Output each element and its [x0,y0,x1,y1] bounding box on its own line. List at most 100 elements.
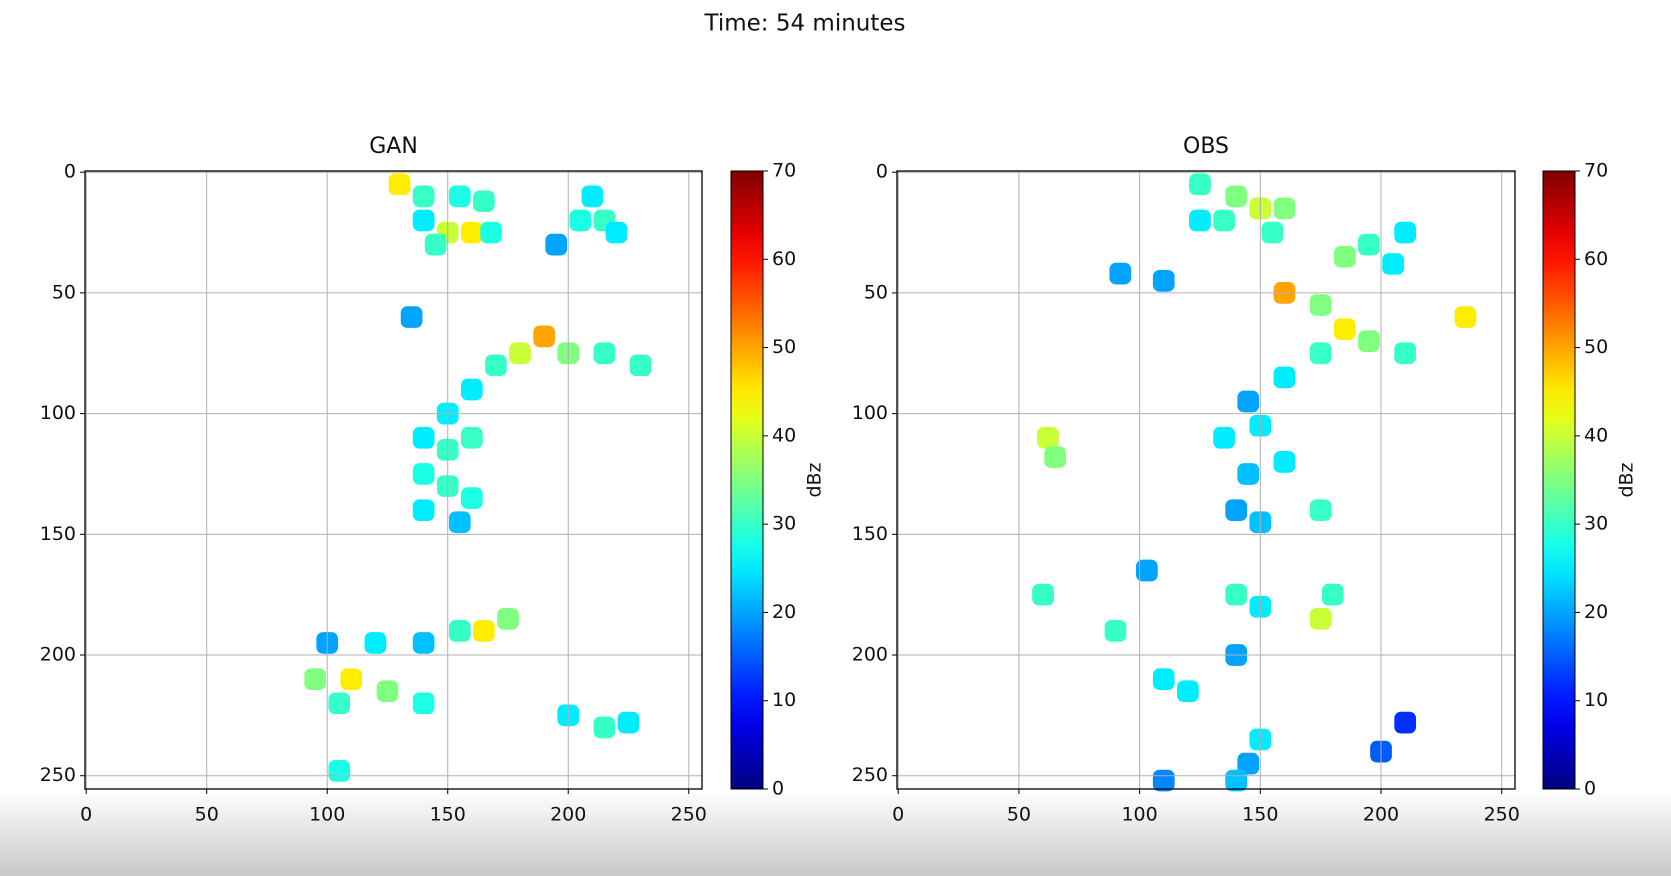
heatmap-cell [424,233,447,256]
heatmap-cell [1044,446,1066,468]
colorbar-tick-label: 0 [1584,778,1596,800]
colorbar-tick-label: 20 [1584,601,1608,623]
heatmap-cell [388,173,411,196]
x-tick-label: 0 [80,804,92,826]
heatmap-cell [1152,269,1175,292]
heatmap-cell [1237,752,1260,775]
heatmap-cell [376,680,399,703]
x-tick-label: 100 [1121,804,1157,826]
heatmap-cell [1135,559,1158,582]
heatmap-cell [412,209,435,232]
heatmap-cell [617,711,640,734]
colorbar-tick-label: 50 [772,336,796,358]
heatmap-cell [412,692,435,715]
y-tick-label: 150 [40,523,76,545]
x-tick-label: 250 [671,804,707,826]
heatmap-cell [1394,342,1417,365]
heatmap-cell [1273,451,1296,473]
x-tick-label: 200 [550,804,586,826]
heatmap-cell [460,487,483,509]
heatmap-cell [1189,209,1211,232]
heatmap-cell [480,221,502,244]
x-tick-label: 50 [195,804,219,826]
heatmap-cell [1394,221,1417,244]
heatmap-cell [1152,769,1175,792]
y-tick-label: 150 [852,523,888,545]
heatmap-cell [448,511,471,534]
colorbar-tick-label: 10 [772,689,796,711]
heatmap-cell [1225,583,1248,606]
x-tick-label: 50 [1007,804,1031,826]
heatmap-cell [1189,173,1211,196]
heatmap-cell [1213,209,1235,232]
x-tick-label: 100 [309,804,345,826]
heatmap-cell [1104,620,1127,642]
colorbar-label: dBz [804,462,826,497]
heatmap-cell [1309,607,1332,630]
heatmap-cell [1225,185,1248,208]
x-tick-label: 250 [1484,804,1520,826]
heatmap-cell [1152,668,1175,691]
heatmap-cell [412,426,435,449]
heatmap-cell [364,632,387,654]
heatmap-cell [629,354,652,377]
panel-title: OBS [1183,134,1229,159]
x-tick-label: 200 [1363,804,1399,826]
axes-frame [896,170,1516,790]
colorbar-tick-label: 10 [1584,689,1608,711]
heatmap-cell [581,185,604,208]
y-tick-label: 100 [852,402,888,424]
plot-area [897,171,1515,789]
heatmap-cell [593,716,616,739]
colorbar-tick-label: 40 [1584,424,1608,446]
heatmap-cell [328,760,351,782]
colorbar [730,170,764,790]
y-tick-label: 200 [40,644,76,666]
y-tick-label: 0 [876,161,888,183]
colorbar-tick-label: 30 [772,513,796,535]
heatmap-cell [473,620,495,642]
colorbar-tick-label: 30 [1584,513,1608,535]
heatmap-cell [1382,253,1404,275]
heatmap-cell [1109,262,1132,285]
heatmap-cell [1273,197,1296,220]
heatmap-cell [1358,233,1380,256]
x-tick-label: 0 [892,804,904,826]
heatmap-cell [1225,769,1248,792]
heatmap-cell [473,190,495,213]
y-tick-label: 100 [40,402,76,424]
colorbar-tick-label: 60 [772,248,796,270]
heatmap-cell [1394,711,1417,734]
heatmap-cell [485,354,507,377]
heatmap-cell [545,233,568,256]
heatmap-cell [1225,499,1248,522]
heatmap-cell [1237,463,1260,485]
heatmap-cell [400,306,423,328]
heatmap-cell [1273,366,1296,389]
y-tick-label: 50 [864,281,888,303]
colorbar-tick-label: 70 [1584,160,1608,182]
heatmap-cell [304,668,327,691]
heatmap-cell [328,692,351,715]
colorbar-label: dBz [1616,462,1638,497]
axes-frame [84,170,703,790]
y-tick-label: 200 [852,644,888,666]
heatmap-cell [533,325,555,348]
heatmap-cell [340,668,363,691]
heatmap-cell [569,209,592,232]
heatmap-cell [1333,318,1356,340]
y-tick-label: 250 [852,764,888,786]
colorbar-tick-label: 50 [1584,336,1608,358]
colorbar-tick-label: 40 [772,424,796,446]
y-tick-label: 50 [52,281,76,303]
heatmap-cell [1237,390,1260,413]
heatmap-cell [1454,306,1477,328]
heatmap-cell [605,221,628,244]
heatmap-cell [1213,426,1235,449]
y-tick-label: 0 [64,161,76,183]
colorbar-tick-label: 70 [772,160,796,182]
heatmap-cell [1261,221,1284,244]
suptitle: Time: 54 minutes [703,11,905,37]
